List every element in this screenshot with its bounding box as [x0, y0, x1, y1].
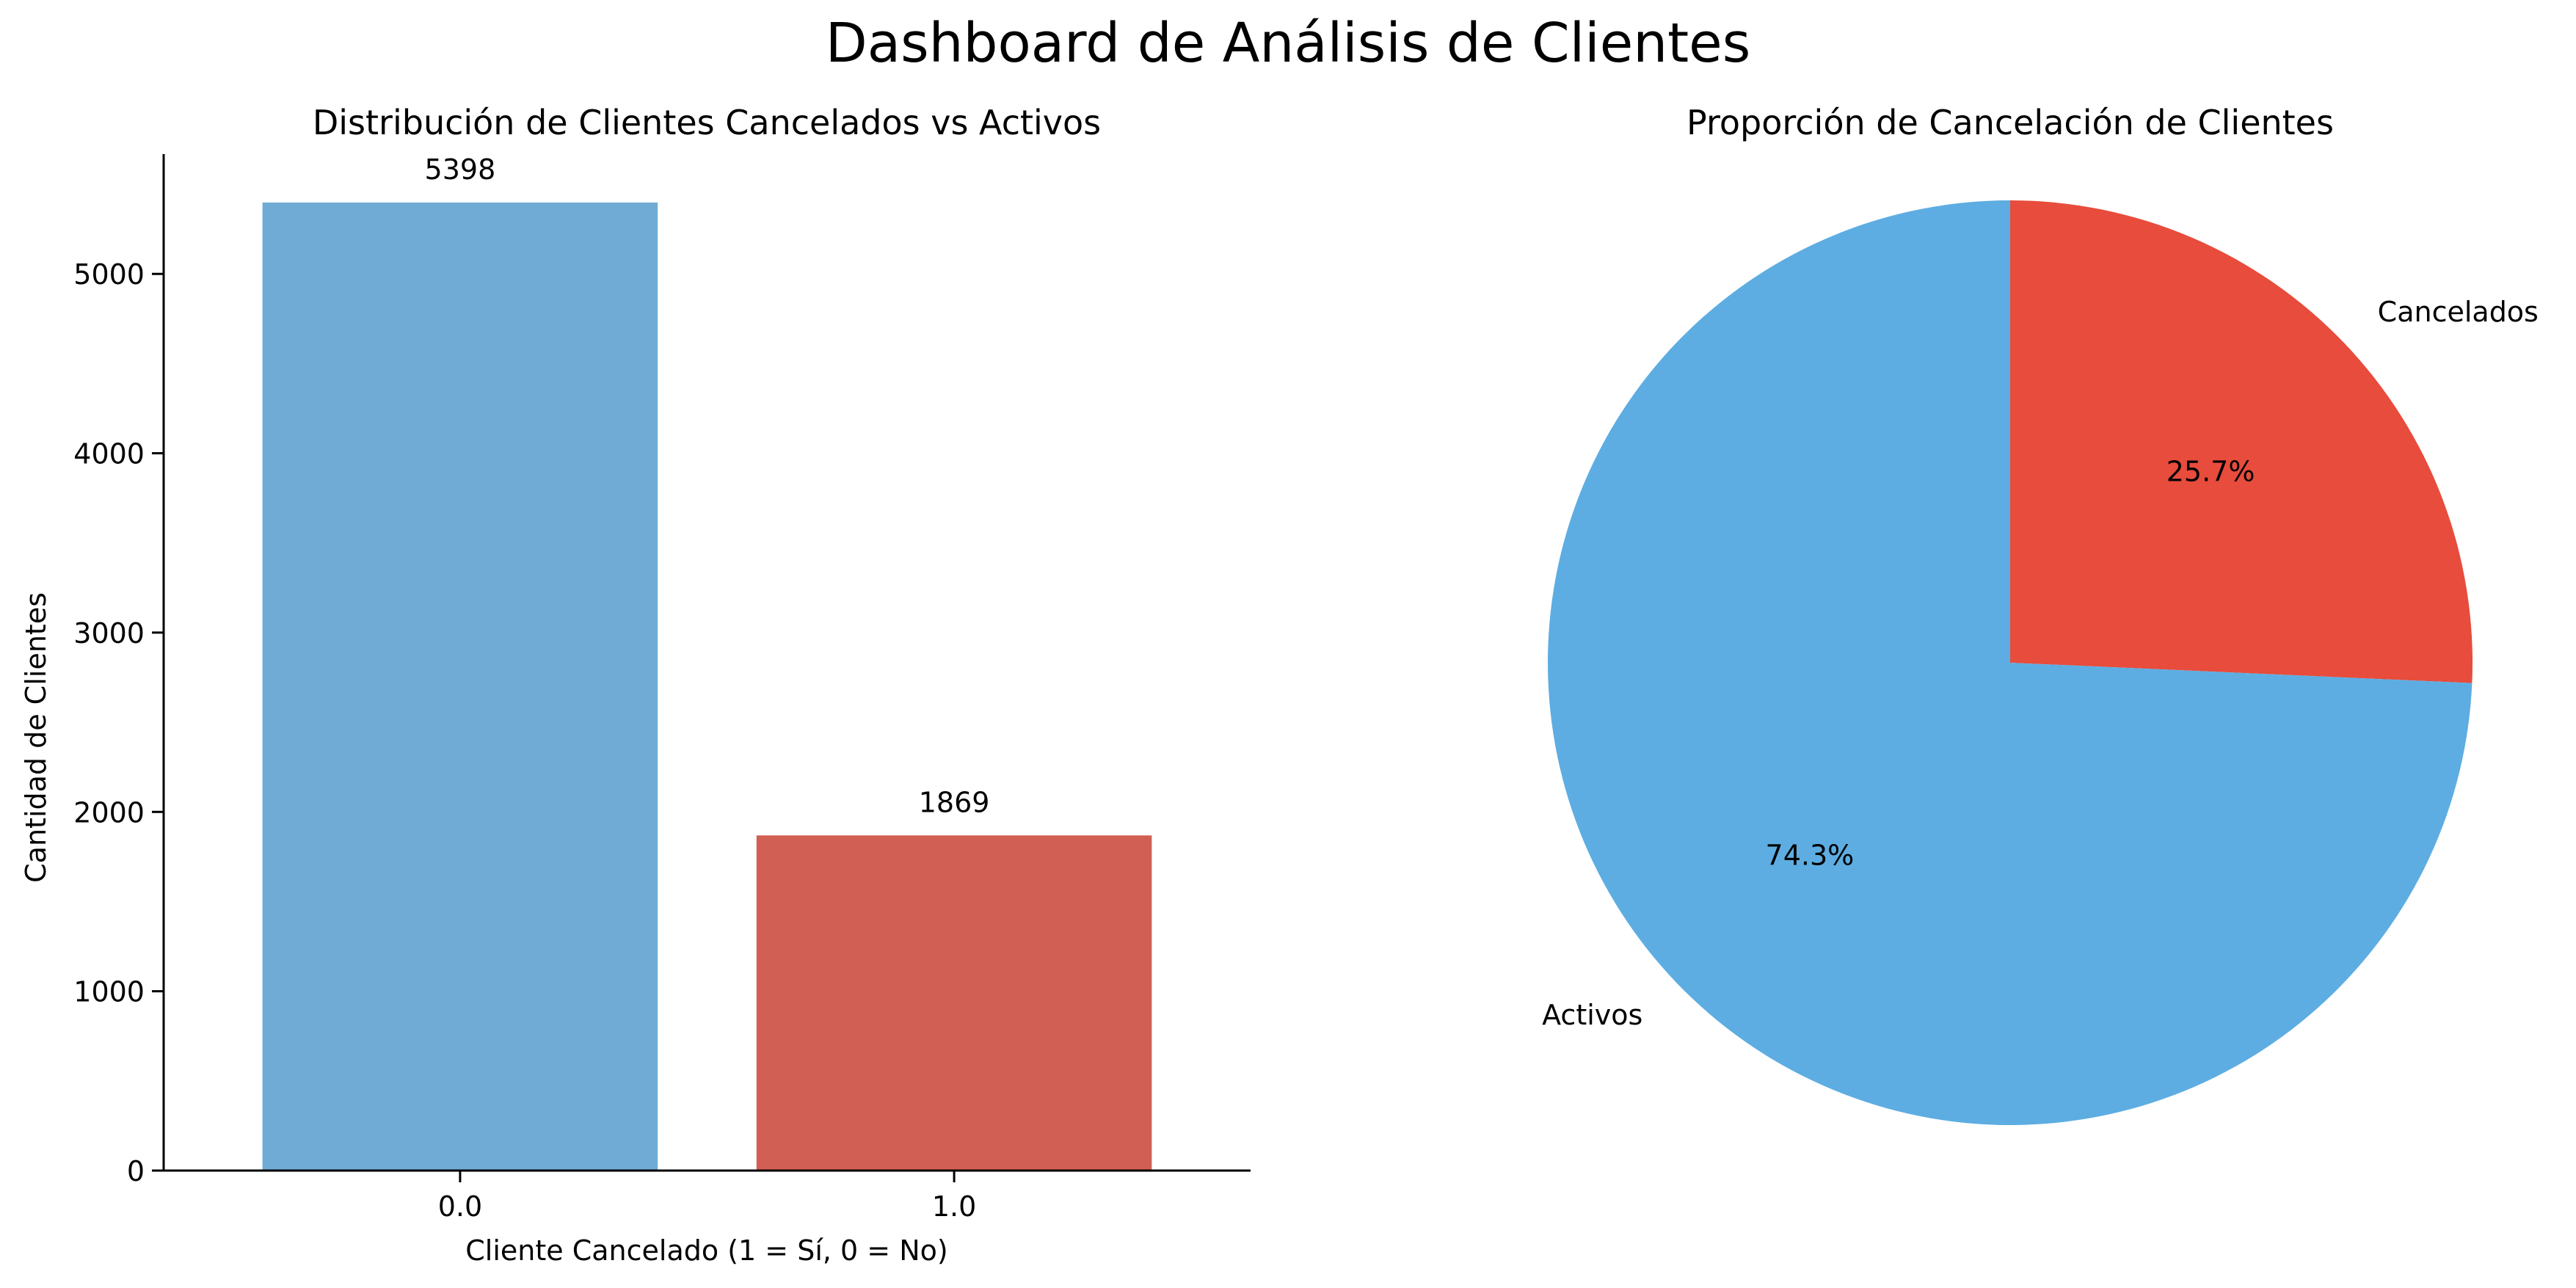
pie-percent-label: 74.3% [1766, 839, 1855, 871]
pie-slice-label: Activos [1542, 999, 1642, 1031]
pie-slice [2010, 200, 2473, 683]
y-tick-label: 1000 [73, 976, 145, 1008]
y-tick-label: 2000 [73, 796, 145, 829]
x-tick-label: 0.0 [438, 1190, 482, 1223]
bar-chart-ylabel: Cantidad de Clientes [20, 592, 52, 883]
pie-chart: Proporción de Cancelación de Clientes Ca… [1542, 103, 2539, 1125]
bar [756, 835, 1152, 1171]
y-tick-label: 3000 [73, 617, 145, 650]
pie-slice-label: Cancelados [2378, 296, 2539, 328]
bar-chart: Distribución de Clientes Cancelados vs A… [20, 103, 1251, 1267]
y-tick-label: 0 [127, 1155, 145, 1187]
bar-chart-marks: 5398 1869 0 1000 2000 3000 4000 5000 0.0 1.0 [73, 153, 1251, 1223]
y-tick-label: 4000 [73, 438, 145, 470]
bar [262, 202, 658, 1171]
dashboard-title: Dashboard de Análisis de Clientes [825, 12, 1751, 75]
x-tick-label: 1.0 [932, 1190, 976, 1223]
pie-percent-label: 25.7% [2166, 456, 2255, 488]
pie-chart-title: Proporción de Cancelación de Clientes [1687, 103, 2334, 142]
pie-chart-marks: Cancelados 25.7% Activos 74.3% [1542, 200, 2539, 1125]
bar-value-label: 5398 [425, 153, 496, 186]
bar-chart-xlabel: Cliente Cancelado (1 = Sí, 0 = No) [465, 1234, 947, 1267]
bar-value-label: 1869 [919, 786, 990, 818]
y-tick-label: 5000 [73, 258, 145, 291]
pie-slice [1548, 200, 2473, 1125]
bar-chart-title: Distribución de Clientes Cancelados vs A… [313, 103, 1101, 142]
